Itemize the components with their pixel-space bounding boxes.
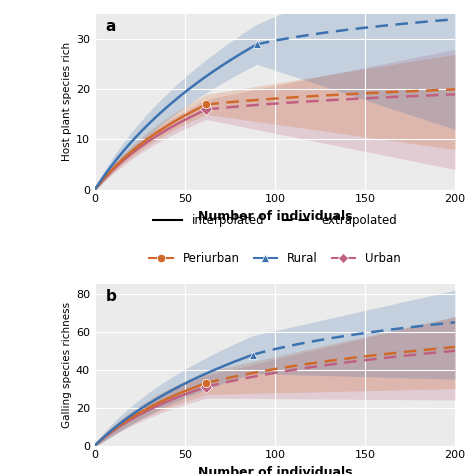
X-axis label: Number of individuals: Number of individuals — [198, 210, 352, 223]
Legend: Periurban, Rural, Urban: Periurban, Rural, Urban — [145, 247, 405, 270]
Text: b: b — [106, 289, 117, 304]
X-axis label: Number of individuals: Number of individuals — [198, 466, 352, 474]
Y-axis label: Host plant species rich: Host plant species rich — [62, 42, 72, 162]
Legend: interpolated, extrapolated: interpolated, extrapolated — [148, 209, 401, 232]
Text: a: a — [106, 19, 116, 35]
Y-axis label: Galling species richness: Galling species richness — [62, 302, 72, 428]
